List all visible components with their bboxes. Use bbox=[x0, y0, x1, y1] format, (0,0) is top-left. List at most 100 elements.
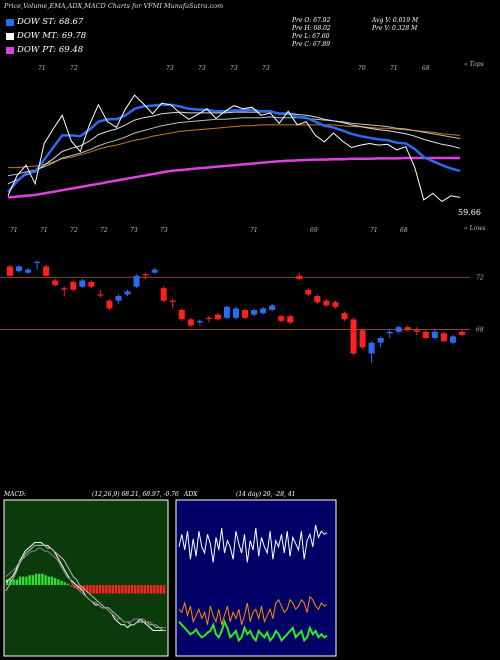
legend-label-mt: DOW MT: 69.78 bbox=[17, 31, 87, 41]
candle-body bbox=[449, 336, 456, 343]
candle-body bbox=[34, 261, 41, 263]
adx-line bbox=[178, 524, 328, 563]
macd-histogram-bar bbox=[31, 575, 34, 586]
candle-body bbox=[404, 327, 411, 331]
macd-histogram-bar bbox=[150, 585, 153, 594]
adx-title: ADX bbox=[184, 491, 198, 498]
legend-label-pt: DOW PT: 69.48 bbox=[17, 45, 84, 55]
candle-body bbox=[233, 308, 239, 318]
macd-histogram-bar bbox=[22, 576, 25, 586]
top-label: 71 bbox=[38, 65, 46, 72]
chart-title: Price,Volume,EMA,ADX,MACD Charts for VFM… bbox=[4, 2, 224, 10]
macd-signal-line bbox=[5, 544, 166, 631]
macd-histogram-bar bbox=[44, 575, 47, 586]
legend-label-st: DOW ST: 68.67 bbox=[17, 17, 84, 27]
level-label: 68 bbox=[476, 326, 484, 333]
candle-body bbox=[187, 319, 194, 326]
candle-body bbox=[178, 310, 185, 320]
ema-long-line bbox=[8, 124, 461, 169]
macd-histogram-bar bbox=[102, 585, 105, 594]
candle-body bbox=[323, 300, 330, 306]
minus-di-line bbox=[178, 595, 328, 625]
plus-di-line bbox=[178, 618, 328, 643]
macd-histogram-bar bbox=[70, 585, 73, 587]
macd-histogram-bar bbox=[28, 575, 31, 586]
level-label: 72 bbox=[476, 274, 484, 281]
low-label: 68 bbox=[400, 227, 408, 234]
candle-body bbox=[52, 280, 59, 286]
info-prev-close: Pre C: 67.89 bbox=[292, 41, 331, 48]
candle-body bbox=[106, 300, 113, 309]
legend-dow-mt: DOW MT: 69.78 bbox=[6, 31, 86, 41]
candle-body bbox=[142, 274, 149, 276]
candle-body bbox=[16, 266, 23, 272]
legend-swatch-pt bbox=[6, 46, 14, 54]
top-label: 68 bbox=[422, 65, 430, 72]
macd-histogram-bar bbox=[108, 585, 111, 594]
macd-histogram-bar bbox=[34, 573, 38, 586]
low-label: 72 bbox=[70, 227, 78, 234]
candle-body bbox=[332, 302, 339, 307]
macd-histogram-bar bbox=[12, 579, 15, 586]
candle-body bbox=[97, 294, 104, 296]
macd-histogram-bar bbox=[143, 585, 146, 594]
macd-histogram-bar bbox=[89, 585, 92, 594]
candle-body bbox=[169, 300, 176, 302]
candle-body bbox=[7, 266, 13, 276]
macd-histogram-bar bbox=[18, 576, 22, 586]
macd-histogram-bar bbox=[95, 585, 98, 594]
candle-body bbox=[386, 331, 393, 334]
candle-body bbox=[350, 319, 357, 354]
legend-dow-st: DOW ST: 68.67 bbox=[6, 17, 83, 27]
macd-histogram-bar bbox=[159, 585, 162, 594]
candle-body bbox=[151, 269, 158, 273]
macd-histogram-bar bbox=[92, 585, 95, 594]
candle-body bbox=[314, 296, 321, 303]
candle-body bbox=[223, 306, 230, 318]
price-ema-chart: 71 72 73 73 73 73 70 71 68 71 71 72 72 73 73 71 69 71 68 « … bbox=[7, 61, 485, 234]
legend-swatch-mt bbox=[6, 32, 14, 40]
candlestick-chart: 72 68 bbox=[0, 260, 484, 363]
macd-histogram-bar bbox=[114, 585, 118, 594]
candle-body bbox=[459, 331, 465, 335]
candle-body bbox=[25, 269, 32, 273]
low-label: 72 bbox=[100, 227, 108, 234]
low-label: 71 bbox=[250, 227, 258, 234]
candle-body bbox=[278, 316, 285, 321]
candle-body bbox=[133, 275, 140, 287]
macd-params: (12,26,9) 68.21, 68.97, -0.76 bbox=[92, 491, 179, 498]
macd-histogram-bar bbox=[60, 580, 63, 586]
low-label: 71 bbox=[40, 227, 48, 234]
candle-body bbox=[341, 313, 348, 320]
macd-histogram-bar bbox=[118, 585, 121, 594]
macd-histogram-bar bbox=[137, 585, 140, 594]
macd-histogram-bar bbox=[153, 585, 156, 594]
candle-body bbox=[269, 305, 276, 310]
macd-histogram-bar bbox=[25, 576, 28, 586]
macd-histogram-bar bbox=[15, 579, 18, 586]
last-price-label: 59.66 bbox=[458, 208, 481, 217]
low-label: 71 bbox=[370, 227, 378, 234]
macd-histogram-bar bbox=[41, 573, 44, 586]
candle-body bbox=[440, 333, 447, 342]
macd-histogram-bar bbox=[50, 576, 54, 586]
candle-body bbox=[287, 316, 294, 323]
top-label: 73 bbox=[166, 65, 174, 72]
macd-histogram-bar bbox=[66, 583, 70, 586]
macd-histogram-bar bbox=[140, 585, 143, 594]
macd-histogram-bar bbox=[57, 579, 60, 586]
adx-params: (14 day) 29, -28, 41 bbox=[236, 491, 296, 498]
low-label: 73 bbox=[130, 227, 138, 234]
candle-body bbox=[242, 310, 249, 318]
legend-swatch-st bbox=[6, 18, 14, 26]
candle-body bbox=[359, 330, 366, 348]
macd-histogram-bar bbox=[54, 578, 57, 586]
macd-histogram-bar bbox=[6, 579, 9, 586]
lows-label: « Lows bbox=[464, 225, 485, 232]
top-label: 72 bbox=[70, 65, 78, 72]
candle-body bbox=[205, 317, 212, 319]
macd-histogram-bar bbox=[105, 585, 108, 594]
info-prev-high: Pre H: 68.02 bbox=[292, 25, 331, 32]
macd-histogram-bar bbox=[76, 585, 79, 590]
